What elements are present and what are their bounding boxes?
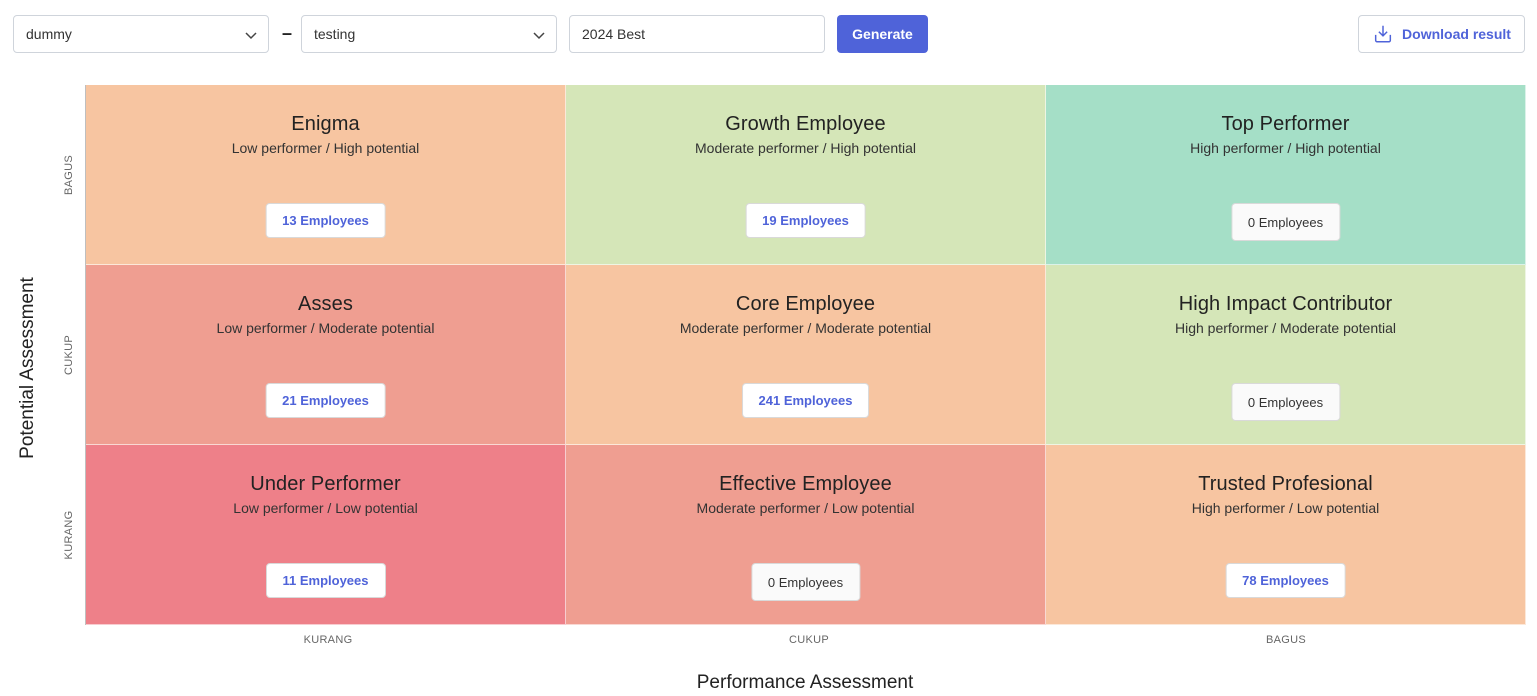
employee-count-button[interactable]: 78 Employees [1225,563,1346,598]
name-input[interactable] [569,15,825,53]
download-result-label: Download result [1402,26,1511,42]
source-select[interactable]: dummy [13,15,269,53]
x-tick-label: BAGUS [1265,634,1307,646]
cell-subtitle: Low performer / Low potential [233,500,418,516]
chevron-down-icon [533,32,545,40]
target-select[interactable]: testing [301,15,557,53]
grid-cell: Core Employee Moderate performer / Modera… [566,265,1046,445]
source-select-value: dummy [26,26,72,42]
grid-cell: Under Performer Low performer / Low poten… [86,445,566,625]
cell-subtitle: Moderate performer / High potential [695,140,916,156]
cell-title: High Impact Contributor [1178,293,1393,315]
grid-cell: High Impact Contributor High performer / … [1046,265,1526,445]
cell-title: Under Performer [250,473,401,495]
range-separator: – [281,23,292,43]
cell-subtitle: Moderate performer / Moderate potential [679,320,932,336]
employee-count-button[interactable]: 241 Employees [741,383,870,418]
employee-count-button[interactable]: 13 Employees [265,203,386,238]
employee-count-button[interactable]: 11 Employees [265,563,386,598]
y-axis-title: Potential Assessment [17,277,38,459]
chevron-down-icon [245,32,257,40]
employee-count-button[interactable]: 0 Employees [750,563,861,601]
employee-count-button[interactable]: 21 Employees [265,383,386,418]
cell-title: Top Performer [1221,113,1350,135]
download-icon [1374,25,1392,43]
cell-title: Effective Employee [719,473,892,495]
x-tick-label: CUKUP [788,634,830,646]
download-result-button[interactable]: Download result [1358,15,1525,53]
toolbar: dummy – testing Generate Download result [13,15,1525,53]
y-tick-label: KURANG [63,510,75,560]
cell-subtitle: High performer / Moderate potential [1175,320,1396,336]
grid-cell: Growth Employee Moderate performer / High… [566,85,1046,265]
cell-title: Asses [298,293,353,315]
x-axis-title: Performance Assessment [696,672,914,693]
target-select-value: testing [314,26,356,42]
cell-subtitle: High performer / Low potential [1191,500,1380,516]
cell-subtitle: Low performer / Moderate potential [216,320,435,336]
employee-count-button[interactable]: 19 Employees [745,203,866,238]
y-tick-label: CUKUP [63,334,75,376]
grid-cell: Trusted Profesional High performer / Low … [1046,445,1526,625]
cell-title: Growth Employee [725,113,886,135]
cell-subtitle: High performer / High potential [1190,140,1381,156]
employee-count-button[interactable]: 0 Employees [1230,383,1341,421]
cell-title: Core Employee [735,293,876,315]
grid-cell: Asses Low performer / Moderate potential 2… [86,265,566,445]
nine-box-grid: Enigma Low performer / High potential 13 E… [85,85,1526,625]
cell-title: Trusted Profesional [1198,473,1373,495]
grid-cell: Top Performer High performer / High poten… [1046,85,1526,265]
grid-cell: Effective Employee Moderate performer / L… [566,445,1046,625]
y-tick-label: BAGUS [63,154,75,196]
x-tick-label: KURANG [303,634,353,646]
generate-button[interactable]: Generate [837,15,928,53]
cell-title: Enigma [291,113,360,135]
cell-subtitle: Moderate performer / Low potential [696,500,915,516]
grid-cell: Enigma Low performer / High potential 13 E… [86,85,566,265]
cell-subtitle: Low performer / High potential [231,140,420,156]
employee-count-button[interactable]: 0 Employees [1230,203,1341,241]
